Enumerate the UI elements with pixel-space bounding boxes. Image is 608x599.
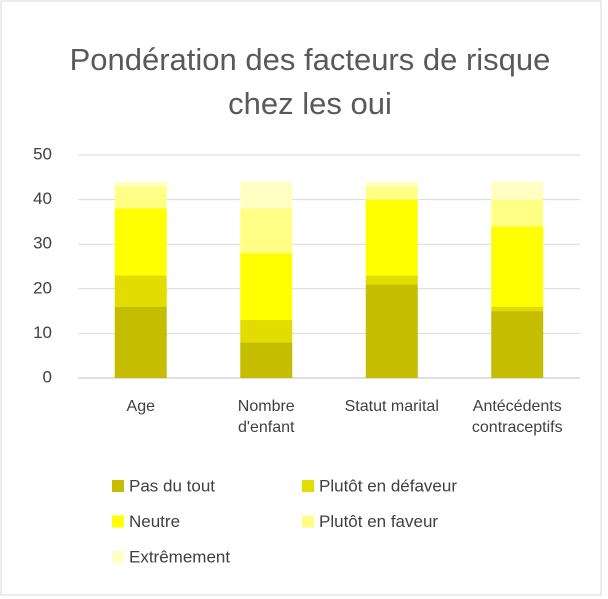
legend-swatch bbox=[302, 480, 314, 492]
x-tick-label: Statut marital bbox=[344, 398, 439, 415]
bar-segment bbox=[491, 199, 544, 227]
y-tick-label: 20 bbox=[33, 278, 52, 297]
y-tick-label: 30 bbox=[33, 234, 52, 253]
bar-segment bbox=[114, 208, 167, 276]
bar-segment bbox=[114, 306, 167, 378]
legend-label: Extrêmement bbox=[129, 547, 230, 566]
bar-segment bbox=[240, 320, 293, 343]
y-tick-label: 0 bbox=[43, 367, 52, 386]
legend-label: Neutre bbox=[129, 512, 180, 531]
legend-label: Plutôt en défaveur bbox=[319, 476, 457, 495]
bar-segment bbox=[365, 199, 418, 276]
bar-segment bbox=[491, 311, 544, 378]
y-tick-label: 10 bbox=[33, 323, 52, 342]
bar-segment bbox=[240, 253, 293, 321]
bar-segment bbox=[365, 284, 418, 378]
bar-segment bbox=[365, 186, 418, 200]
bar-segment bbox=[240, 208, 293, 254]
legend-swatch bbox=[112, 480, 124, 492]
bar-segment bbox=[491, 181, 544, 200]
bar-segment bbox=[114, 275, 167, 307]
chart-title: Pondération des facteurs de risque chez … bbox=[69, 42, 551, 121]
bar-segment bbox=[240, 181, 293, 209]
legend-swatch bbox=[112, 515, 124, 528]
bar-segment bbox=[491, 306, 544, 312]
legend-label: Plutôt en faveur bbox=[319, 512, 438, 531]
bar-segment bbox=[114, 186, 167, 209]
x-tick-label: Age bbox=[126, 398, 155, 415]
bar-segment bbox=[240, 342, 293, 378]
y-tick-label: 40 bbox=[33, 189, 52, 208]
bar-segment bbox=[114, 181, 167, 187]
legend-label: Pas du tout bbox=[129, 476, 215, 495]
y-tick-label: 50 bbox=[33, 144, 52, 163]
legend-swatch bbox=[302, 515, 314, 528]
legend-swatch bbox=[112, 551, 124, 563]
bar-segment bbox=[365, 181, 418, 187]
x-tick-label: Nombre d'enfant bbox=[237, 398, 295, 436]
bar-segment bbox=[365, 275, 418, 285]
x-tick-label: Antécédents contraceptifs bbox=[471, 398, 563, 436]
bar-segment bbox=[491, 226, 544, 307]
